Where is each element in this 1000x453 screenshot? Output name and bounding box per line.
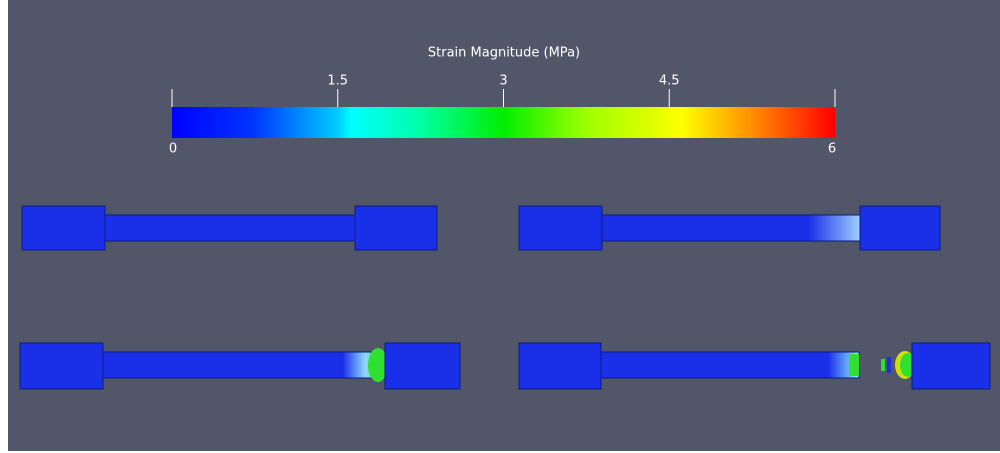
tick-label: 1.5	[327, 74, 348, 89]
tick-label: 3	[499, 74, 507, 89]
tick-label: 6	[828, 142, 836, 157]
tick-label: 4.5	[659, 74, 680, 89]
legend-title: Strain Magnitude (MPa)	[428, 46, 580, 61]
color-bar	[172, 107, 835, 138]
tick-label: 0	[169, 142, 177, 157]
render-view: Strain Magnitude (MPa) 0 1.5 3 4.5 6	[0, 0, 1000, 453]
